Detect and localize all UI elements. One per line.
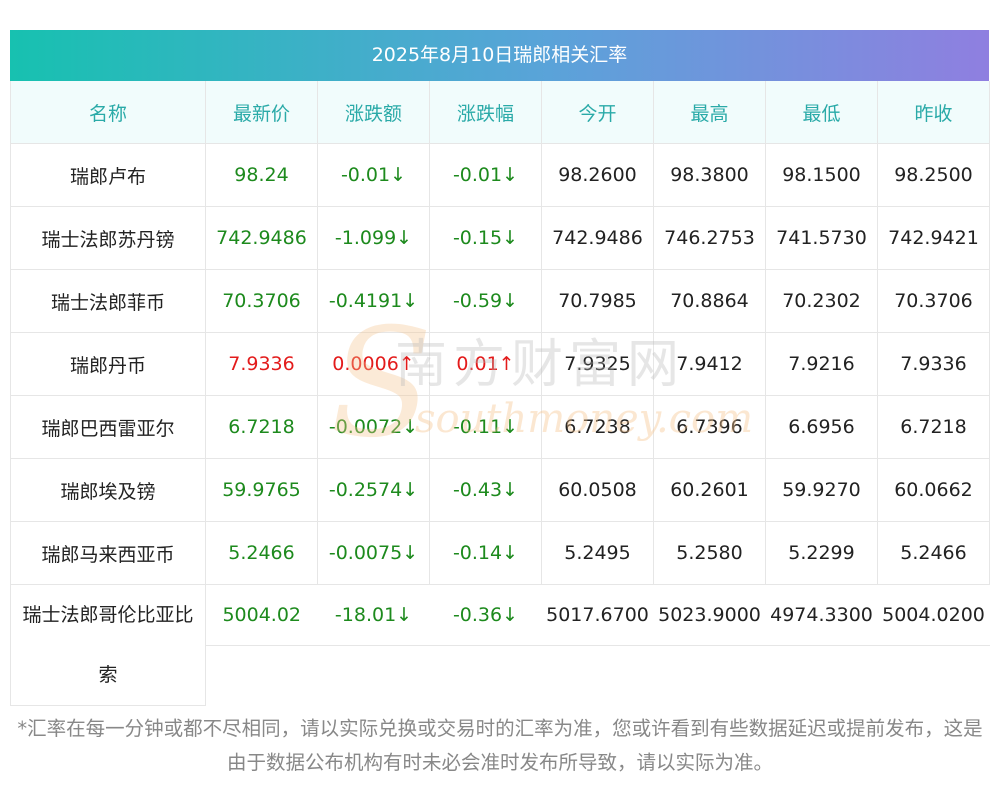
cell-open: 60.0508 xyxy=(541,458,654,522)
cell-high: 60.2601 xyxy=(653,458,766,522)
cell-change: -0.0075↓ xyxy=(317,521,430,585)
footnote-disclaimer: *汇率在每一分钟或都不尽相同，请以实际兑换或交易时的汇率为准，您或许看到有些数据… xyxy=(17,717,983,774)
cell-high: 98.3800 xyxy=(653,143,766,207)
cell-prev: 7.9336 xyxy=(877,332,990,396)
cell-pct: -0.43↓ xyxy=(429,458,542,522)
col-header-open: 今开 xyxy=(541,81,654,144)
cell-prev: 5004.0200 xyxy=(877,584,990,706)
currency-pair-name: 瑞郎巴西雷亚尔 xyxy=(10,395,206,459)
col-header-pct: 涨跌幅 xyxy=(429,81,542,144)
cell-prev: 742.9421 xyxy=(877,206,990,270)
cell-change: -0.0072↓ xyxy=(317,395,430,459)
cell-low: 59.9270 xyxy=(765,458,878,522)
cell-open: 5017.6700 xyxy=(541,584,654,706)
cell-latest: 7.9336 xyxy=(205,332,318,396)
cell-low: 7.9216 xyxy=(765,332,878,396)
col-header-prev: 昨收 xyxy=(877,81,990,144)
table-title: 2025年8月10日瑞郎相关汇率 xyxy=(10,30,989,81)
cell-prev: 6.7218 xyxy=(877,395,990,459)
cell-open: 6.7238 xyxy=(541,395,654,459)
cell-open: 7.9325 xyxy=(541,332,654,396)
col-header-low: 最低 xyxy=(765,81,878,144)
col-header-change: 涨跌额 xyxy=(317,81,430,144)
cell-latest: 742.9486 xyxy=(205,206,318,270)
table-row: 瑞郎巴西雷亚尔 6.7218 -0.0072↓ -0.11↓ 6.7238 6.7396 6… xyxy=(10,395,990,459)
cell-change: 0.0006↑ xyxy=(317,332,430,396)
cell-latest: 5.2466 xyxy=(205,521,318,585)
table-header-row: 名称 最新价 涨跌额 涨跌幅 今开 最高 最低 昨收 xyxy=(10,81,990,144)
table-row: 瑞郎埃及镑 59.9765 -0.2574↓ -0.43↓ 60.0508 60.2601… xyxy=(10,458,990,522)
col-header-high: 最高 xyxy=(653,81,766,144)
cell-high: 5023.9000 xyxy=(653,584,766,706)
cell-change: -0.4191↓ xyxy=(317,269,430,333)
cell-open: 742.9486 xyxy=(541,206,654,270)
currency-pair-name: 瑞郎埃及镑 xyxy=(10,458,206,522)
col-header-name: 名称 xyxy=(10,81,206,144)
cell-low: 741.5730 xyxy=(765,206,878,270)
cell-prev: 98.2500 xyxy=(877,143,990,207)
cell-low: 70.2302 xyxy=(765,269,878,333)
cell-pct: -0.14↓ xyxy=(429,521,542,585)
cell-latest: 59.9765 xyxy=(205,458,318,522)
cell-pct: -0.11↓ xyxy=(429,395,542,459)
table-row: 瑞士法郎苏丹镑 742.9486 -1.099↓ -0.15↓ 742.9486 746.… xyxy=(10,206,990,270)
table-row: 瑞郎卢布 98.24 -0.01↓ -0.01↓ 98.2600 98.3800 98.15… xyxy=(10,143,990,207)
cell-high: 70.8864 xyxy=(653,269,766,333)
currency-pair-name: 瑞郎丹币 xyxy=(10,332,206,396)
currency-pair-name: 瑞郎马来西亚币 xyxy=(10,521,206,585)
cell-prev: 5.2466 xyxy=(877,521,990,585)
table-row: 瑞郎丹币 7.9336 0.0006↑ 0.01↑ 7.9325 7.9412 7.9216… xyxy=(10,332,990,396)
cell-pct: -0.15↓ xyxy=(429,206,542,270)
cell-high: 7.9412 xyxy=(653,332,766,396)
cell-low: 6.6956 xyxy=(765,395,878,459)
cell-high: 5.2580 xyxy=(653,521,766,585)
cell-low: 98.1500 xyxy=(765,143,878,207)
rate-table-container: 2025年8月10日瑞郎相关汇率 名称 最新价 涨跌额 涨跌幅 今开 最高 最低… xyxy=(10,30,990,706)
cell-pct: -0.36↓ xyxy=(429,584,542,706)
cell-open: 70.7985 xyxy=(541,269,654,333)
cell-open: 5.2495 xyxy=(541,521,654,585)
cell-pct: -0.01↓ xyxy=(429,143,542,207)
cell-high: 746.2753 xyxy=(653,206,766,270)
currency-pair-name: 瑞郎卢布 xyxy=(10,143,206,207)
cell-prev: 70.3706 xyxy=(877,269,990,333)
cell-change: -18.01↓ xyxy=(317,584,430,706)
cell-latest: 98.24 xyxy=(205,143,318,207)
cell-open: 98.2600 xyxy=(541,143,654,207)
currency-pair-name: 瑞士法郎菲币 xyxy=(10,269,206,333)
cell-latest: 5004.02 xyxy=(205,584,318,706)
table-row: 瑞郎马来西亚币 5.2466 -0.0075↓ -0.14↓ 5.2495 5.2580 5… xyxy=(10,521,990,585)
cell-high: 6.7396 xyxy=(653,395,766,459)
cell-pct: 0.01↑ xyxy=(429,332,542,396)
col-header-latest: 最新价 xyxy=(205,81,318,144)
cell-latest: 6.7218 xyxy=(205,395,318,459)
cell-prev: 60.0662 xyxy=(877,458,990,522)
currency-pair-name: 瑞士法郎苏丹镑 xyxy=(10,206,206,270)
cell-latest: 70.3706 xyxy=(205,269,318,333)
table-row: 瑞士法郎菲币 70.3706 -0.4191↓ -0.59↓ 70.7985 70.886… xyxy=(10,269,990,333)
cell-low: 4974.3300 xyxy=(765,584,878,706)
table-row: 瑞士法郎哥伦比亚比索 5004.02 -18.01↓ -0.36↓ 5017.6700 5… xyxy=(10,584,990,706)
currency-pair-name: 瑞士法郎哥伦比亚比索 xyxy=(10,584,206,706)
rate-table: 名称 最新价 涨跌额 涨跌幅 今开 最高 最低 昨收 瑞郎卢布 98.24 -0.0… xyxy=(10,81,990,706)
cell-low: 5.2299 xyxy=(765,521,878,585)
cell-change: -0.2574↓ xyxy=(317,458,430,522)
cell-change: -1.099↓ xyxy=(317,206,430,270)
cell-pct: -0.59↓ xyxy=(429,269,542,333)
cell-change: -0.01↓ xyxy=(317,143,430,207)
